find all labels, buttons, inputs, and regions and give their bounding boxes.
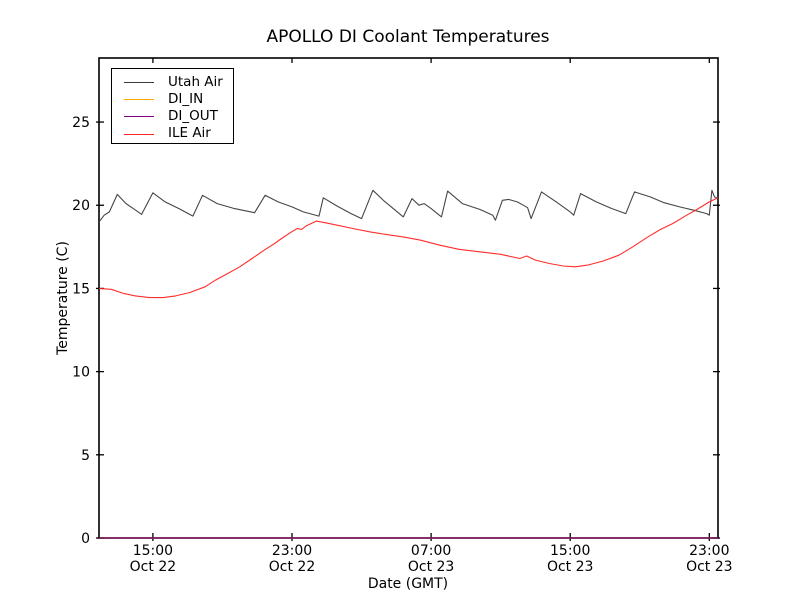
x-tick-label-date: Oct 22 [130,559,176,575]
y-tick-label: 10 [72,365,90,381]
legend-item: DI_OUT [124,108,233,125]
legend-item-label: ILE Air [168,125,211,142]
legend-item: Utah Air [124,74,233,91]
x-axis-label: Date (GMT) [367,576,449,592]
x-tick-label-date: Oct 23 [686,559,732,575]
chart-title: APOLLO DI Coolant Temperatures [266,27,550,47]
x-tick-label-time: 23:00 [689,543,729,559]
y-tick-label: 20 [72,198,90,214]
series-line-ile-air [98,197,719,299]
legend-item: ILE Air [124,126,233,143]
x-tick-label-time: 07:00 [411,543,451,559]
legend-line-sample [124,99,154,101]
y-tick-label: 15 [72,281,90,297]
legend-item: DI_IN [124,91,233,108]
legend-item-label: DI_IN [168,91,204,108]
x-tick-label-date: Oct 23 [408,559,454,575]
legend-item-label: Utah Air [168,73,223,90]
legend-line-sample [124,133,154,135]
y-axis-label: Temperature (C) [55,241,71,355]
legend: Utah Air DI_IN DI_OUT ILE Air [111,68,234,144]
x-tick-label-date: Oct 22 [269,559,315,575]
legend-line-sample [124,116,154,118]
y-tick-label: 0 [81,531,90,547]
legend-item-label: DI_OUT [168,108,218,125]
x-tick-label-time: 23:00 [272,543,312,559]
y-tick-label: 25 [72,115,90,131]
legend-line-sample [124,82,154,84]
y-tick-label: 5 [81,448,90,464]
x-tick-label-date: Oct 23 [547,559,593,575]
series-line-utah-air [98,189,719,223]
x-tick-label-time: 15:00 [133,543,173,559]
x-tick-label-time: 15:00 [550,543,590,559]
